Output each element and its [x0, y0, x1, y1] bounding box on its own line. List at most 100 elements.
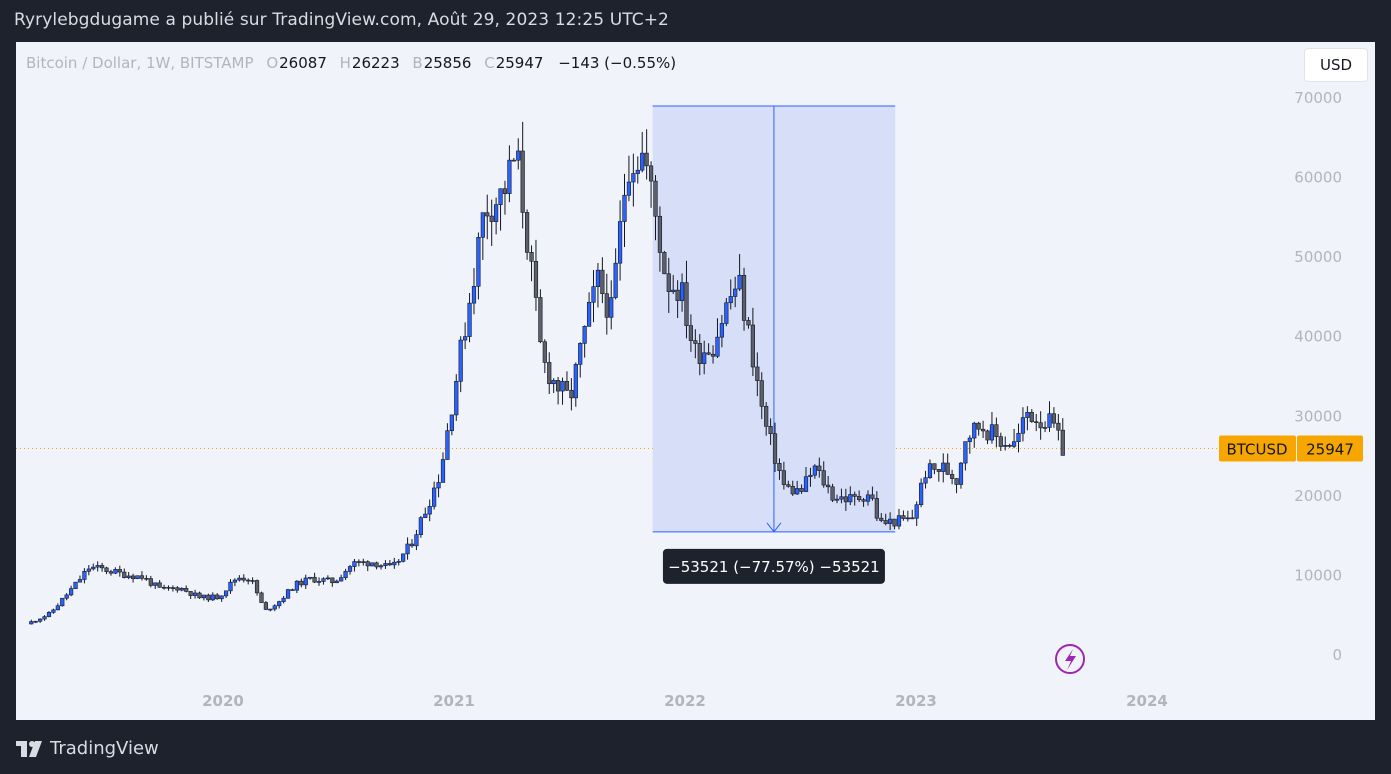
candle-body — [95, 565, 100, 568]
candle-body — [967, 437, 972, 442]
candle-body — [259, 592, 264, 603]
candle-body — [383, 563, 388, 566]
candle-body — [392, 561, 397, 566]
x-tick-label: 2023 — [895, 692, 937, 710]
candle-body — [644, 152, 649, 167]
candle-body — [564, 381, 570, 391]
candle-body — [617, 221, 623, 264]
candle-body — [38, 618, 43, 622]
candle-body — [436, 482, 441, 489]
candle-body — [166, 586, 171, 589]
candle-body — [803, 476, 809, 492]
candle-body — [179, 588, 184, 591]
candle-body — [498, 188, 503, 205]
candle-body — [480, 212, 485, 238]
candle-body — [246, 579, 251, 582]
candle-body — [29, 621, 34, 625]
candle-body — [892, 518, 897, 527]
tradingview-logo[interactable]: TradingView — [16, 738, 159, 759]
high-label: H — [339, 54, 351, 72]
candle-body — [113, 569, 118, 574]
candle-body — [86, 568, 91, 572]
candle-body — [693, 340, 698, 344]
candle-body — [144, 577, 149, 580]
candle-body — [219, 595, 224, 600]
candle-body — [365, 561, 370, 567]
candle-body — [378, 565, 384, 568]
chart-panel[interactable]: 0 10000 20000 30000 40000 50000 60000 70000 2020… — [16, 42, 1375, 720]
candle-body — [817, 465, 822, 471]
candle-body — [418, 517, 423, 536]
candle-body — [108, 571, 114, 574]
candle-body — [55, 605, 60, 611]
y-tick-label: 30000 — [1294, 407, 1342, 425]
candle-body — [808, 474, 813, 477]
candle-body — [666, 273, 671, 292]
candle-body — [396, 561, 401, 563]
open-value: 26087 — [279, 54, 327, 72]
candle-body — [232, 579, 238, 583]
y-tick-label: 0 — [1332, 646, 1342, 664]
candle-body — [905, 517, 910, 520]
candle-body — [671, 289, 676, 292]
candle-body — [157, 582, 162, 588]
x-tick-label: 2021 — [433, 692, 475, 710]
candle-body — [702, 352, 707, 364]
candle-body — [130, 575, 136, 580]
candle-body — [834, 498, 840, 501]
candle-body — [715, 336, 720, 357]
candle-body — [985, 430, 990, 441]
candle-body — [896, 515, 902, 527]
candle-body — [294, 580, 299, 591]
candle-body — [631, 173, 636, 183]
candle-body — [879, 517, 884, 521]
candle-body — [662, 252, 667, 275]
candle-body — [370, 562, 375, 567]
high-value: 26223 — [351, 54, 400, 72]
open-label: O — [266, 54, 279, 72]
candle-body — [910, 517, 915, 520]
candle-body — [471, 286, 477, 304]
candle-body — [82, 571, 87, 580]
candle-body — [374, 562, 379, 568]
candle-body — [640, 152, 645, 171]
candle-body — [325, 577, 330, 580]
candle-body — [117, 569, 122, 573]
candle-body — [542, 341, 547, 363]
candle-body — [361, 561, 366, 563]
candle-body — [215, 594, 220, 600]
currency-button[interactable]: USD — [1304, 48, 1368, 82]
candle-body — [69, 588, 74, 596]
candle-body — [980, 428, 986, 432]
candle-body — [1038, 422, 1043, 429]
candle-body — [339, 577, 344, 582]
candle-body — [923, 477, 928, 484]
candle-body — [901, 515, 906, 519]
candle-body — [175, 587, 180, 591]
candle-body — [865, 494, 871, 502]
candle-body — [33, 620, 38, 623]
candle-body — [954, 478, 959, 485]
candle-body — [1011, 441, 1017, 447]
candle-body — [600, 269, 605, 294]
candle-body — [719, 323, 724, 338]
candle-body — [737, 274, 742, 290]
candle-body — [250, 580, 255, 582]
candle-body — [551, 380, 556, 385]
candle-body — [303, 577, 308, 586]
candle-body — [684, 282, 689, 326]
lightning-icon[interactable] — [1055, 644, 1085, 674]
candle-body — [578, 343, 583, 365]
candle-body — [848, 494, 853, 503]
candle-body — [533, 260, 539, 298]
candle-body — [449, 414, 454, 431]
candle-body — [100, 565, 105, 569]
y-tick-label: 60000 — [1294, 169, 1342, 187]
candle-body — [821, 470, 826, 486]
candlestick-chart[interactable]: 0 10000 20000 30000 40000 50000 60000 70000 2020… — [16, 42, 1375, 720]
candle-body — [285, 589, 291, 599]
candle-body — [635, 169, 640, 174]
candle-body — [1003, 445, 1008, 447]
candle-body — [427, 506, 432, 515]
candle-body — [343, 571, 348, 578]
